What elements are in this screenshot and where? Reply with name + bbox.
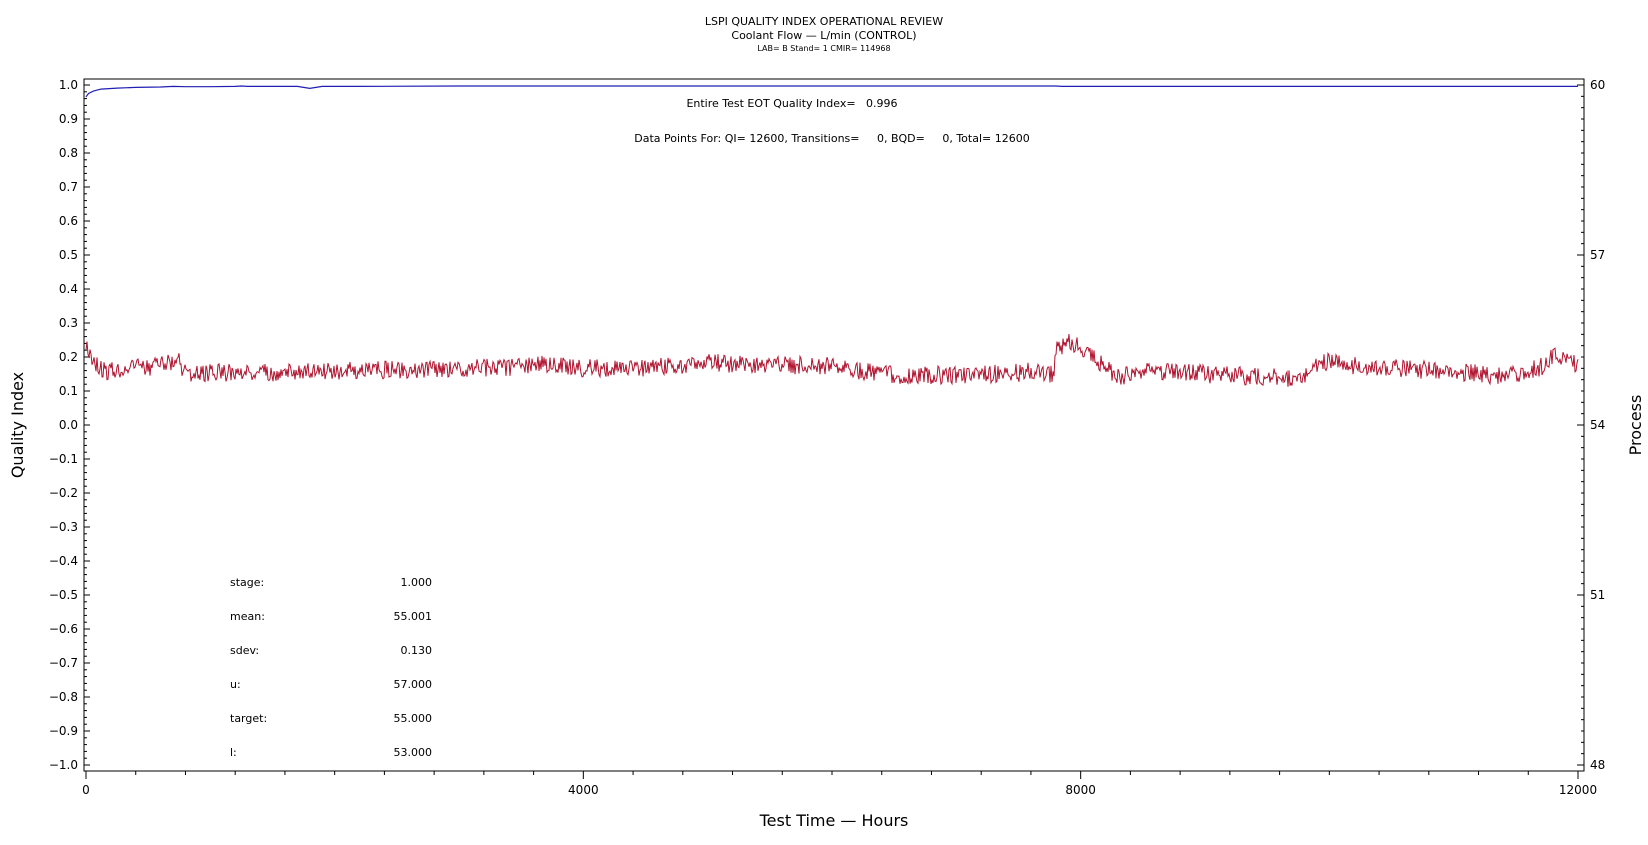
right-tick-label: 48 [1590,758,1605,772]
right-y-axis: 60 57 54 51 48 [1577,78,1605,772]
left-tick-label: −0.4 [49,554,78,568]
left-tick-label: 0.4 [59,282,78,296]
stat-label: l: [230,746,237,759]
process-series-line [85,334,1579,387]
stat-value: 53.000 [394,746,433,759]
left-y-axis: 1.0 0.9 0.8 0.7 0.6 0.5 0.4 0.3 0.2 0.1 0.0 −0.1 −0.… [49,78,90,772]
plot-frame [83,78,1585,772]
x-axis-label: Test Time — Hours [759,811,909,830]
chart-title: LSPI QUALITY INDEX OPERATIONAL REVIEW [705,15,943,28]
stat-label: u: [230,678,241,691]
stat-value: 1.000 [401,576,433,589]
left-tick-label: 0.5 [59,248,78,262]
quality-index-annotation: Entire Test EOT Quality Index= 0.996 [686,97,897,110]
left-tick-label: −0.7 [49,656,78,670]
left-tick-label: 0.9 [59,112,78,126]
stat-label: target: [230,712,267,725]
x-axis: 0 4000 8000 12000 [82,771,1597,797]
left-tick-label: −1.0 [49,758,78,772]
x-tick-label: 12000 [1559,783,1597,797]
stat-label: stage: [230,576,264,589]
left-tick-label: −0.3 [49,520,78,534]
data-points-annotation: Data Points For: QI= 12600, Transitions=… [634,132,1029,145]
left-tick-label: 1.0 [59,78,78,92]
left-tick-label: 0.8 [59,146,78,160]
right-tick-label: 54 [1590,418,1605,432]
y-axis-label: Quality Index [8,372,27,478]
left-tick-label: −0.6 [49,622,78,636]
stats-block: stage: 1.000 mean: 55.001 sdev: 0.130 u: 57.000… [230,576,432,759]
quality-index-series-line [85,85,1578,98]
left-tick-label: −0.2 [49,486,78,500]
stat-value: 55.001 [394,610,433,623]
series-layer [85,85,1579,387]
right-tick-label: 51 [1590,588,1605,602]
stat-value: 55.000 [394,712,433,725]
stat-label: sdev: [230,644,259,657]
left-tick-label: 0.3 [59,316,78,330]
y2-axis-label: Process [1626,395,1645,456]
x-tick-label: 4000 [568,783,599,797]
left-tick-label: −0.9 [49,724,78,738]
left-tick-label: −0.1 [49,452,78,466]
x-tick-label: 0 [82,783,90,797]
chart-subtitle: Coolant Flow — L/min (CONTROL) [731,29,916,42]
right-tick-label: 60 [1590,78,1605,92]
stat-value: 0.130 [401,644,433,657]
left-tick-label: 0.1 [59,384,78,398]
x-tick-label: 8000 [1065,783,1096,797]
left-tick-label: 0.6 [59,214,78,228]
stat-label: mean: [230,610,265,623]
stat-value: 57.000 [394,678,433,691]
left-tick-label: −0.8 [49,690,78,704]
left-tick-label: −0.5 [49,588,78,602]
left-tick-label: 0.2 [59,350,78,364]
right-tick-label: 57 [1590,248,1605,262]
chart-meta: LAB= B Stand= 1 CMIR= 114968 [757,44,890,53]
left-tick-label: 0.0 [59,418,78,432]
left-tick-label: 0.7 [59,180,78,194]
